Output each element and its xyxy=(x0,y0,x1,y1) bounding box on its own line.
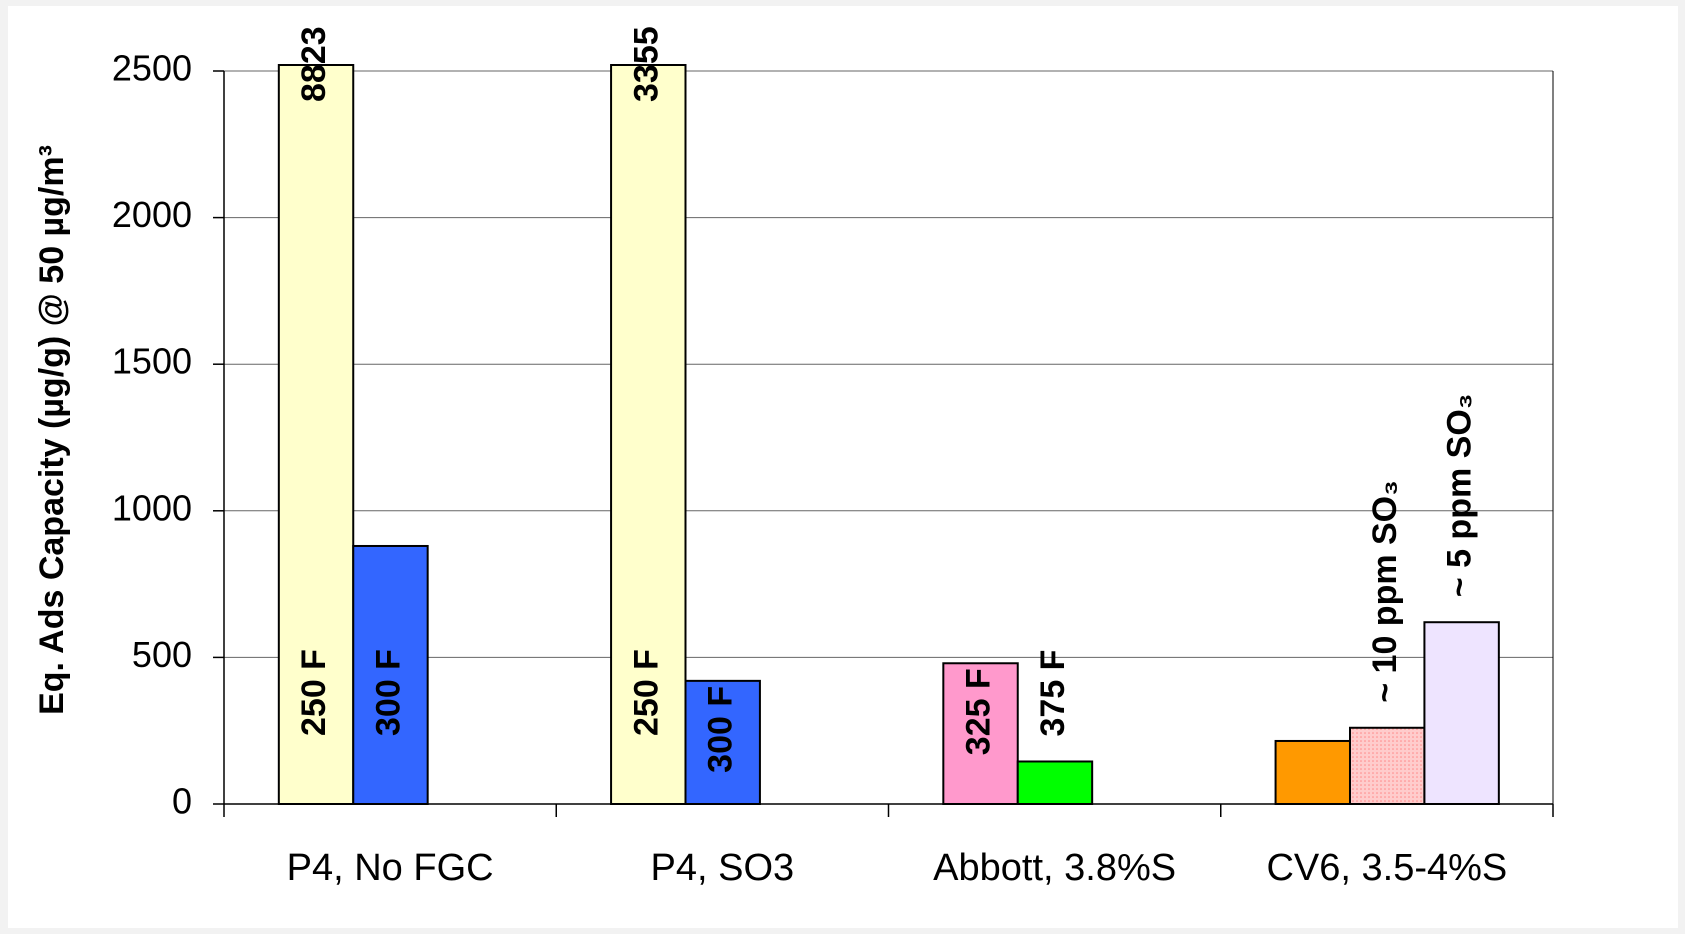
bar-label: 300 F xyxy=(369,649,407,736)
bar-label: 325 F xyxy=(960,668,998,755)
x-tick-label: Abbott, 3.8%S xyxy=(933,847,1176,889)
y-tick-label: 1000 xyxy=(112,487,192,528)
bar-label: ~ 5 ppm SO₃ xyxy=(1441,393,1479,597)
y-tick-label: 500 xyxy=(132,634,192,675)
y-tick-label: 0 xyxy=(172,781,192,822)
y-tick-label: 2000 xyxy=(112,194,192,235)
bar xyxy=(277,64,355,805)
bar-label: 300 F xyxy=(702,686,740,773)
bar xyxy=(1423,621,1500,805)
bar xyxy=(610,64,687,805)
value-label: 3355 xyxy=(627,26,665,102)
bar xyxy=(684,679,761,806)
x-tick-label: CV6, 3.5-4%S xyxy=(1266,847,1507,889)
bar-label: 250 F xyxy=(627,649,665,736)
bar xyxy=(1274,739,1351,805)
y-tick-label: 2500 xyxy=(112,48,192,89)
bar-label: 375 F xyxy=(1034,650,1072,737)
x-tick-label: P4, No FGC xyxy=(287,847,494,889)
bar xyxy=(1016,760,1094,806)
y-tick-label: 1500 xyxy=(112,341,192,382)
bar-label: ~ 10 ppm SO₃ xyxy=(1366,480,1404,703)
x-tick-label: P4, SO3 xyxy=(651,847,795,889)
bar xyxy=(1348,726,1426,806)
bar xyxy=(942,662,1019,805)
bar xyxy=(352,544,429,805)
value-label: 8823 xyxy=(295,26,333,102)
y-axis-label: Eq. Ads Capacity (µg/g) @ 50 µg/m³ xyxy=(33,145,71,715)
bar-label: 250 F xyxy=(295,649,333,736)
